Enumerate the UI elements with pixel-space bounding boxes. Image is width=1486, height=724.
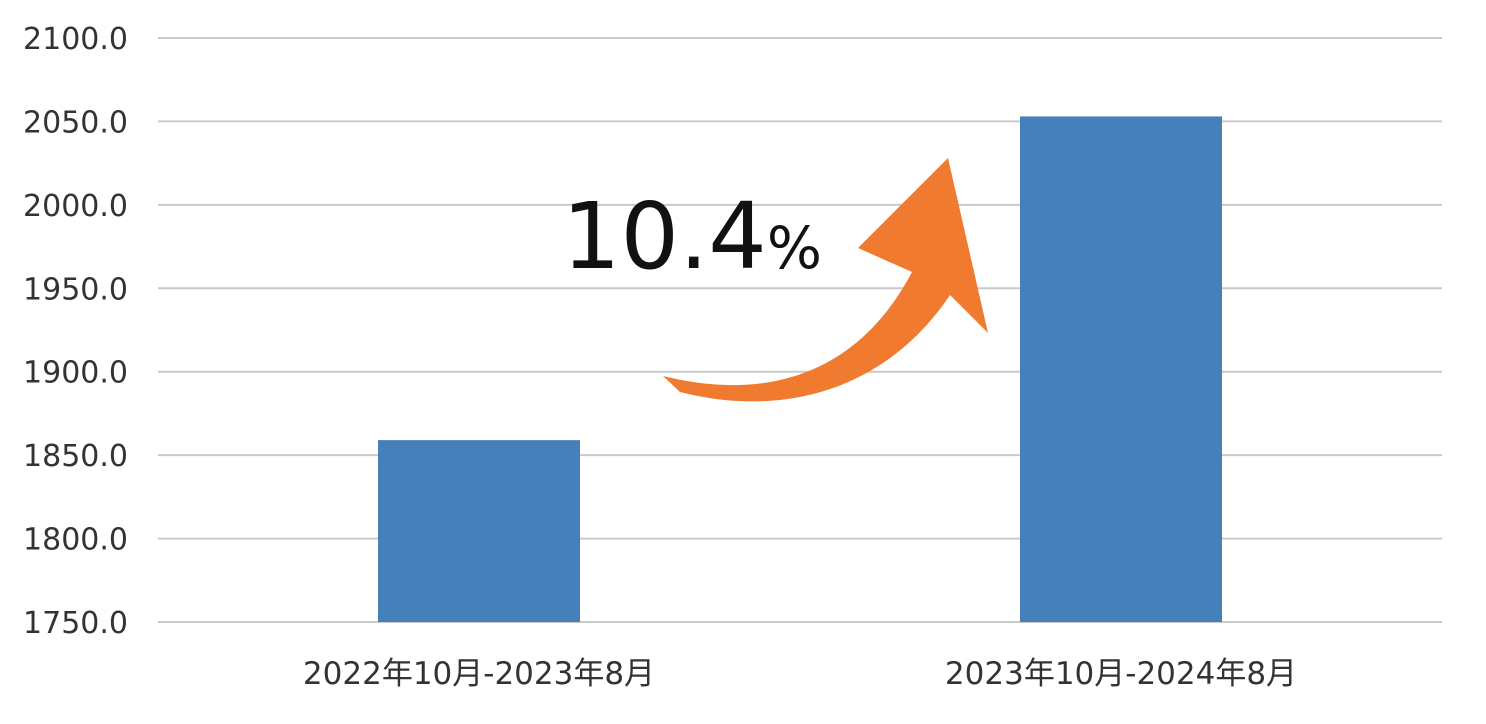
y-tick-label: 1750.0 [23, 606, 128, 641]
y-tick-label: 2050.0 [23, 105, 128, 140]
x-category-label: 2022年10月-2023年8月 [303, 656, 655, 692]
growth-value: 10.4 [562, 183, 767, 290]
y-tick-label: 1800.0 [23, 523, 128, 558]
y-tick-label: 1950.0 [23, 272, 128, 307]
gridlines [158, 37, 1442, 623]
growth-percentage: 10.4% [562, 183, 822, 290]
bars [378, 116, 1222, 623]
y-tick-label: 2100.0 [23, 22, 128, 57]
y-axis-ticks: 1750.0 1800.0 1850.0 1900.0 1950.0 2000.0 2050… [23, 22, 128, 641]
growth-arrow-icon [663, 158, 988, 402]
y-tick-label: 2000.0 [23, 189, 128, 224]
bar [1020, 116, 1222, 623]
y-tick-label: 1850.0 [23, 439, 128, 474]
y-tick-label: 1900.0 [23, 356, 128, 391]
growth-unit: % [767, 214, 822, 282]
x-axis-labels: 2022年10月-2023年8月 2023年10月-2024年8月 [303, 656, 1297, 692]
x-category-label: 2023年10月-2024年8月 [945, 656, 1297, 692]
bar [378, 440, 580, 622]
